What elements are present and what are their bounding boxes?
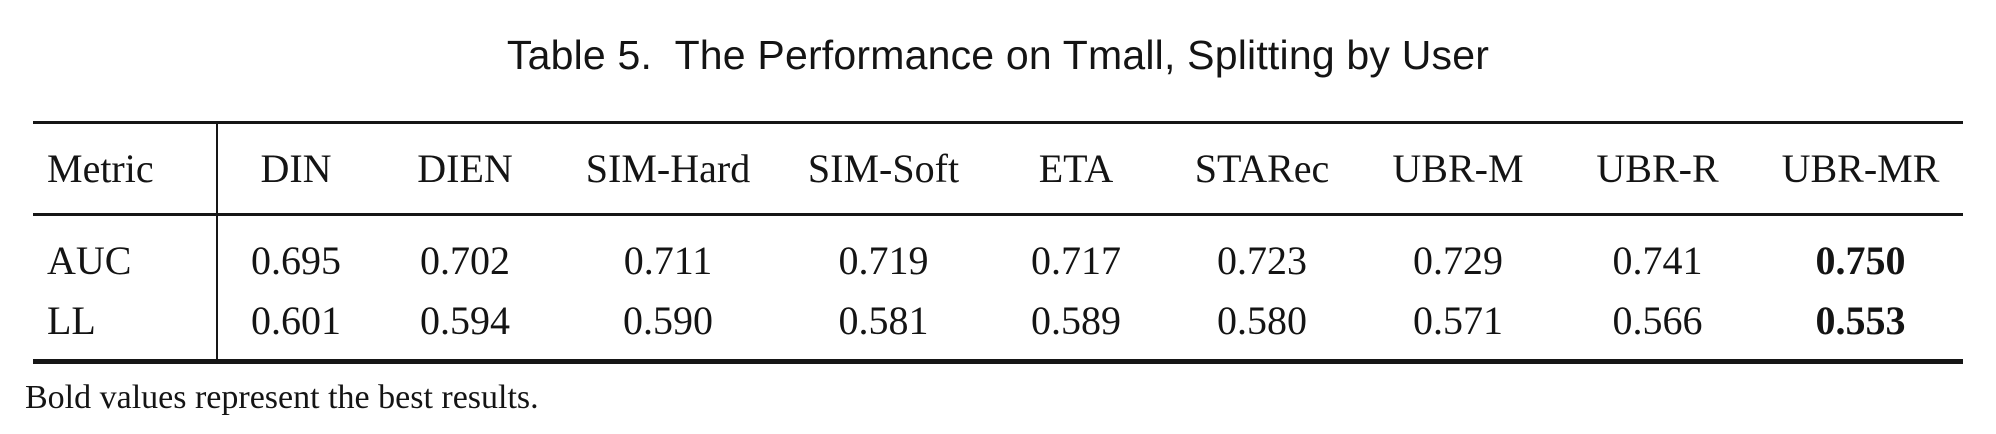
cell-auc-ubr-m: 0.729 (1413, 237, 1503, 283)
cell-ll-ubr-r: 0.566 (1557, 294, 1758, 364)
row-label-auc: AUC (33, 214, 218, 295)
table-row-ll: LL 0.601 0.594 0.590 0.581 0.589 0.580 0… (33, 294, 1963, 364)
cell-auc-sim-soft: 0.719 (838, 237, 929, 283)
footnote: Bold values represent the best results. (25, 379, 539, 416)
col-header-eta: ETA (987, 121, 1165, 216)
performance-table: Metric DIN DIEN SIM-Hard SIM-Soft ETA ST… (33, 121, 1963, 364)
col-header-din: DIN (217, 121, 374, 216)
cell-ll-ubr-m: 0.571 (1359, 294, 1557, 364)
header-row: Metric DIN DIEN SIM-Hard SIM-Soft ETA ST… (33, 121, 1963, 216)
cell-auc-ubr-mr: 0.750 (1815, 237, 1906, 283)
col-header-metric: Metric (33, 121, 218, 216)
col-header-sim-soft: SIM-Soft (780, 121, 987, 216)
cell-ll-ubr-mr: 0.553 (1758, 294, 1963, 364)
cell-ll-starec: 0.580 (1165, 294, 1359, 364)
cell-auc-sim-hard: 0.711 (623, 237, 713, 283)
cell-auc-din: 0.695 (251, 237, 341, 283)
col-header-sim-hard: SIM-Hard (556, 121, 780, 216)
col-header-ubr-mr: UBR-MR (1758, 121, 1963, 216)
col-header-starec: STARec (1165, 121, 1359, 216)
cell-ll-sim-hard: 0.590 (556, 294, 780, 364)
row-label-ll: LL (33, 294, 218, 364)
col-header-dien: DIEN (374, 121, 556, 216)
col-header-ubr-r: UBR-R (1557, 121, 1758, 216)
cell-auc-starec: 0.723 (1217, 237, 1307, 283)
table-row-auc: AUC 0.695 0.702 0.711 0.719 0.717 0.723 … (33, 214, 1963, 295)
cell-ll-eta: 0.589 (987, 294, 1165, 364)
cell-ll-din: 0.601 (217, 294, 374, 364)
table-caption: Table 5. The Performance on Tmall, Split… (506, 32, 1490, 78)
col-header-ubr-m: UBR-M (1359, 121, 1557, 216)
cell-auc-dien: 0.702 (420, 237, 510, 283)
cell-auc-eta: 0.717 (1031, 237, 1121, 283)
cell-auc-ubr-r: 0.741 (1612, 237, 1703, 283)
cell-ll-dien: 0.594 (374, 294, 556, 364)
cell-ll-sim-soft: 0.581 (780, 294, 987, 364)
